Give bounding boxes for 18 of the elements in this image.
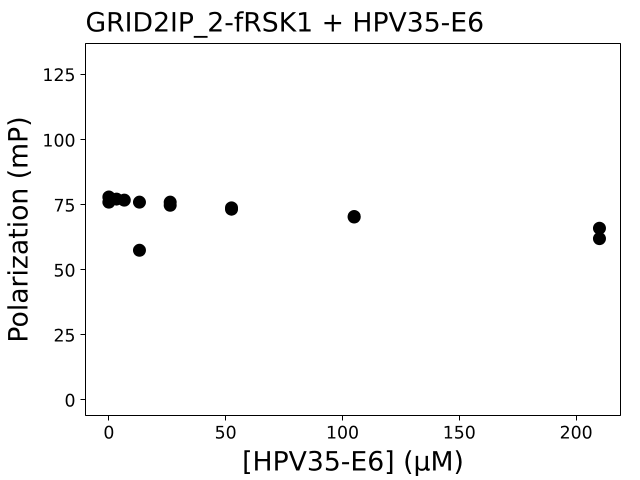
y-tick-label: 0	[64, 391, 76, 412]
y-tick-label: 25	[53, 326, 76, 346]
x-tick-label: 100	[326, 424, 360, 444]
y-axis-title: Polarization (mP)	[3, 116, 34, 343]
point	[132, 244, 146, 257]
y-tick-label: 125	[42, 66, 76, 86]
y-tick-label: 75	[53, 196, 76, 216]
y-tick-label: 50	[53, 261, 76, 282]
y-tick-label: 100	[42, 131, 76, 152]
x-tick-label: 150	[442, 424, 476, 444]
point	[118, 194, 131, 207]
x-axis-title: [HPV35-E6] (μM)	[242, 446, 464, 478]
x-tick-label: 50	[214, 424, 237, 444]
chart-title: GRID2IP_2-fRSK1 + HPV35-E6	[86, 8, 484, 38]
x-tick-label: 200	[560, 424, 593, 444]
point	[132, 196, 146, 209]
x-tick-label: 0	[103, 424, 114, 444]
point	[592, 232, 606, 246]
